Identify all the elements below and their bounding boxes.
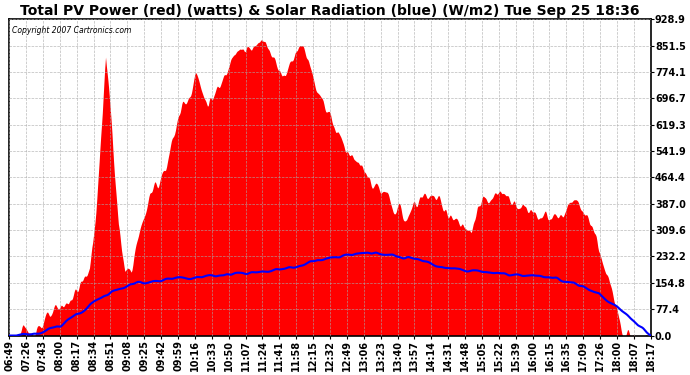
- Title: Total PV Power (red) (watts) & Solar Radiation (blue) (W/m2) Tue Sep 25 18:36: Total PV Power (red) (watts) & Solar Rad…: [20, 4, 640, 18]
- Text: Copyright 2007 Cartronics.com: Copyright 2007 Cartronics.com: [12, 26, 132, 34]
